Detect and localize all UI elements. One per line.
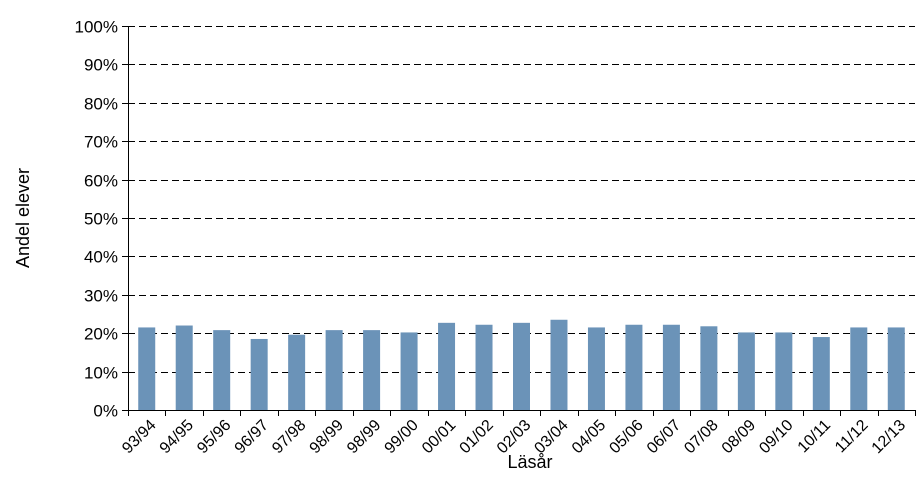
x-tick-label: 12/13 [869, 417, 909, 457]
bar [850, 327, 868, 410]
x-tick-label: 04/05 [569, 417, 609, 457]
y-tick-label: 80% [84, 95, 118, 114]
bar [887, 327, 905, 410]
y-tick-label: 100% [75, 18, 118, 37]
gridlines [128, 26, 915, 373]
bar [325, 330, 343, 410]
bar [550, 319, 568, 410]
x-tick-labels: 93/9494/9595/9696/9797/9898/9998/9999/00… [119, 410, 916, 457]
bar [812, 337, 830, 410]
x-tick-label: 98/99 [344, 417, 384, 457]
x-tick-label: 11/12 [832, 417, 872, 457]
y-tick-label: 90% [84, 56, 118, 75]
bar [587, 327, 605, 410]
y-tick-label: 40% [84, 248, 118, 267]
x-tick-label: 98/99 [307, 417, 347, 457]
y-tick-label: 20% [84, 325, 118, 344]
x-tick-label: 95/96 [194, 417, 234, 457]
x-tick-label: 97/98 [269, 417, 309, 457]
bar [775, 332, 793, 410]
x-tick-label: 00/01 [419, 417, 459, 457]
y-axis-title: Andel elever [13, 168, 33, 268]
bar [213, 330, 231, 410]
x-tick-label: 93/94 [119, 417, 159, 457]
bar [475, 324, 493, 410]
x-tick-label: 08/09 [719, 417, 759, 457]
bar [250, 338, 268, 410]
axes [128, 26, 915, 415]
bar [438, 322, 456, 410]
y-tick-label: 60% [84, 172, 118, 191]
bar [737, 332, 755, 410]
x-tick-label: 94/95 [157, 417, 197, 457]
bar [138, 327, 156, 410]
x-tick-label: 01/02 [457, 417, 497, 457]
x-tick-label: 09/10 [756, 417, 796, 457]
x-tick-label: 10/11 [795, 417, 835, 457]
x-tick-label: 07/08 [681, 417, 721, 457]
y-tick-labels: 0% 10% 20% 30% 40% 50% 60% 70% 80% 90% 100% [75, 18, 128, 421]
bar [175, 325, 193, 410]
x-tick-label: 99/00 [382, 417, 422, 457]
bar [363, 330, 381, 410]
bar [625, 324, 643, 410]
bar [662, 324, 680, 410]
y-tick-label: 70% [84, 133, 118, 152]
x-tick-label: 96/97 [232, 417, 272, 457]
bar [513, 322, 530, 410]
y-tick-label: 30% [84, 287, 118, 306]
bar [700, 326, 718, 410]
x-tick-label: 05/06 [606, 417, 646, 457]
x-axis-title: Läsår [507, 452, 552, 472]
y-tick-label: 50% [84, 210, 118, 229]
bar [400, 332, 418, 410]
x-tick-label: 06/07 [644, 417, 684, 457]
y-tick-label: 0% [93, 402, 118, 421]
bar [288, 334, 306, 410]
bars [138, 319, 905, 410]
y-tick-label: 10% [84, 364, 118, 383]
